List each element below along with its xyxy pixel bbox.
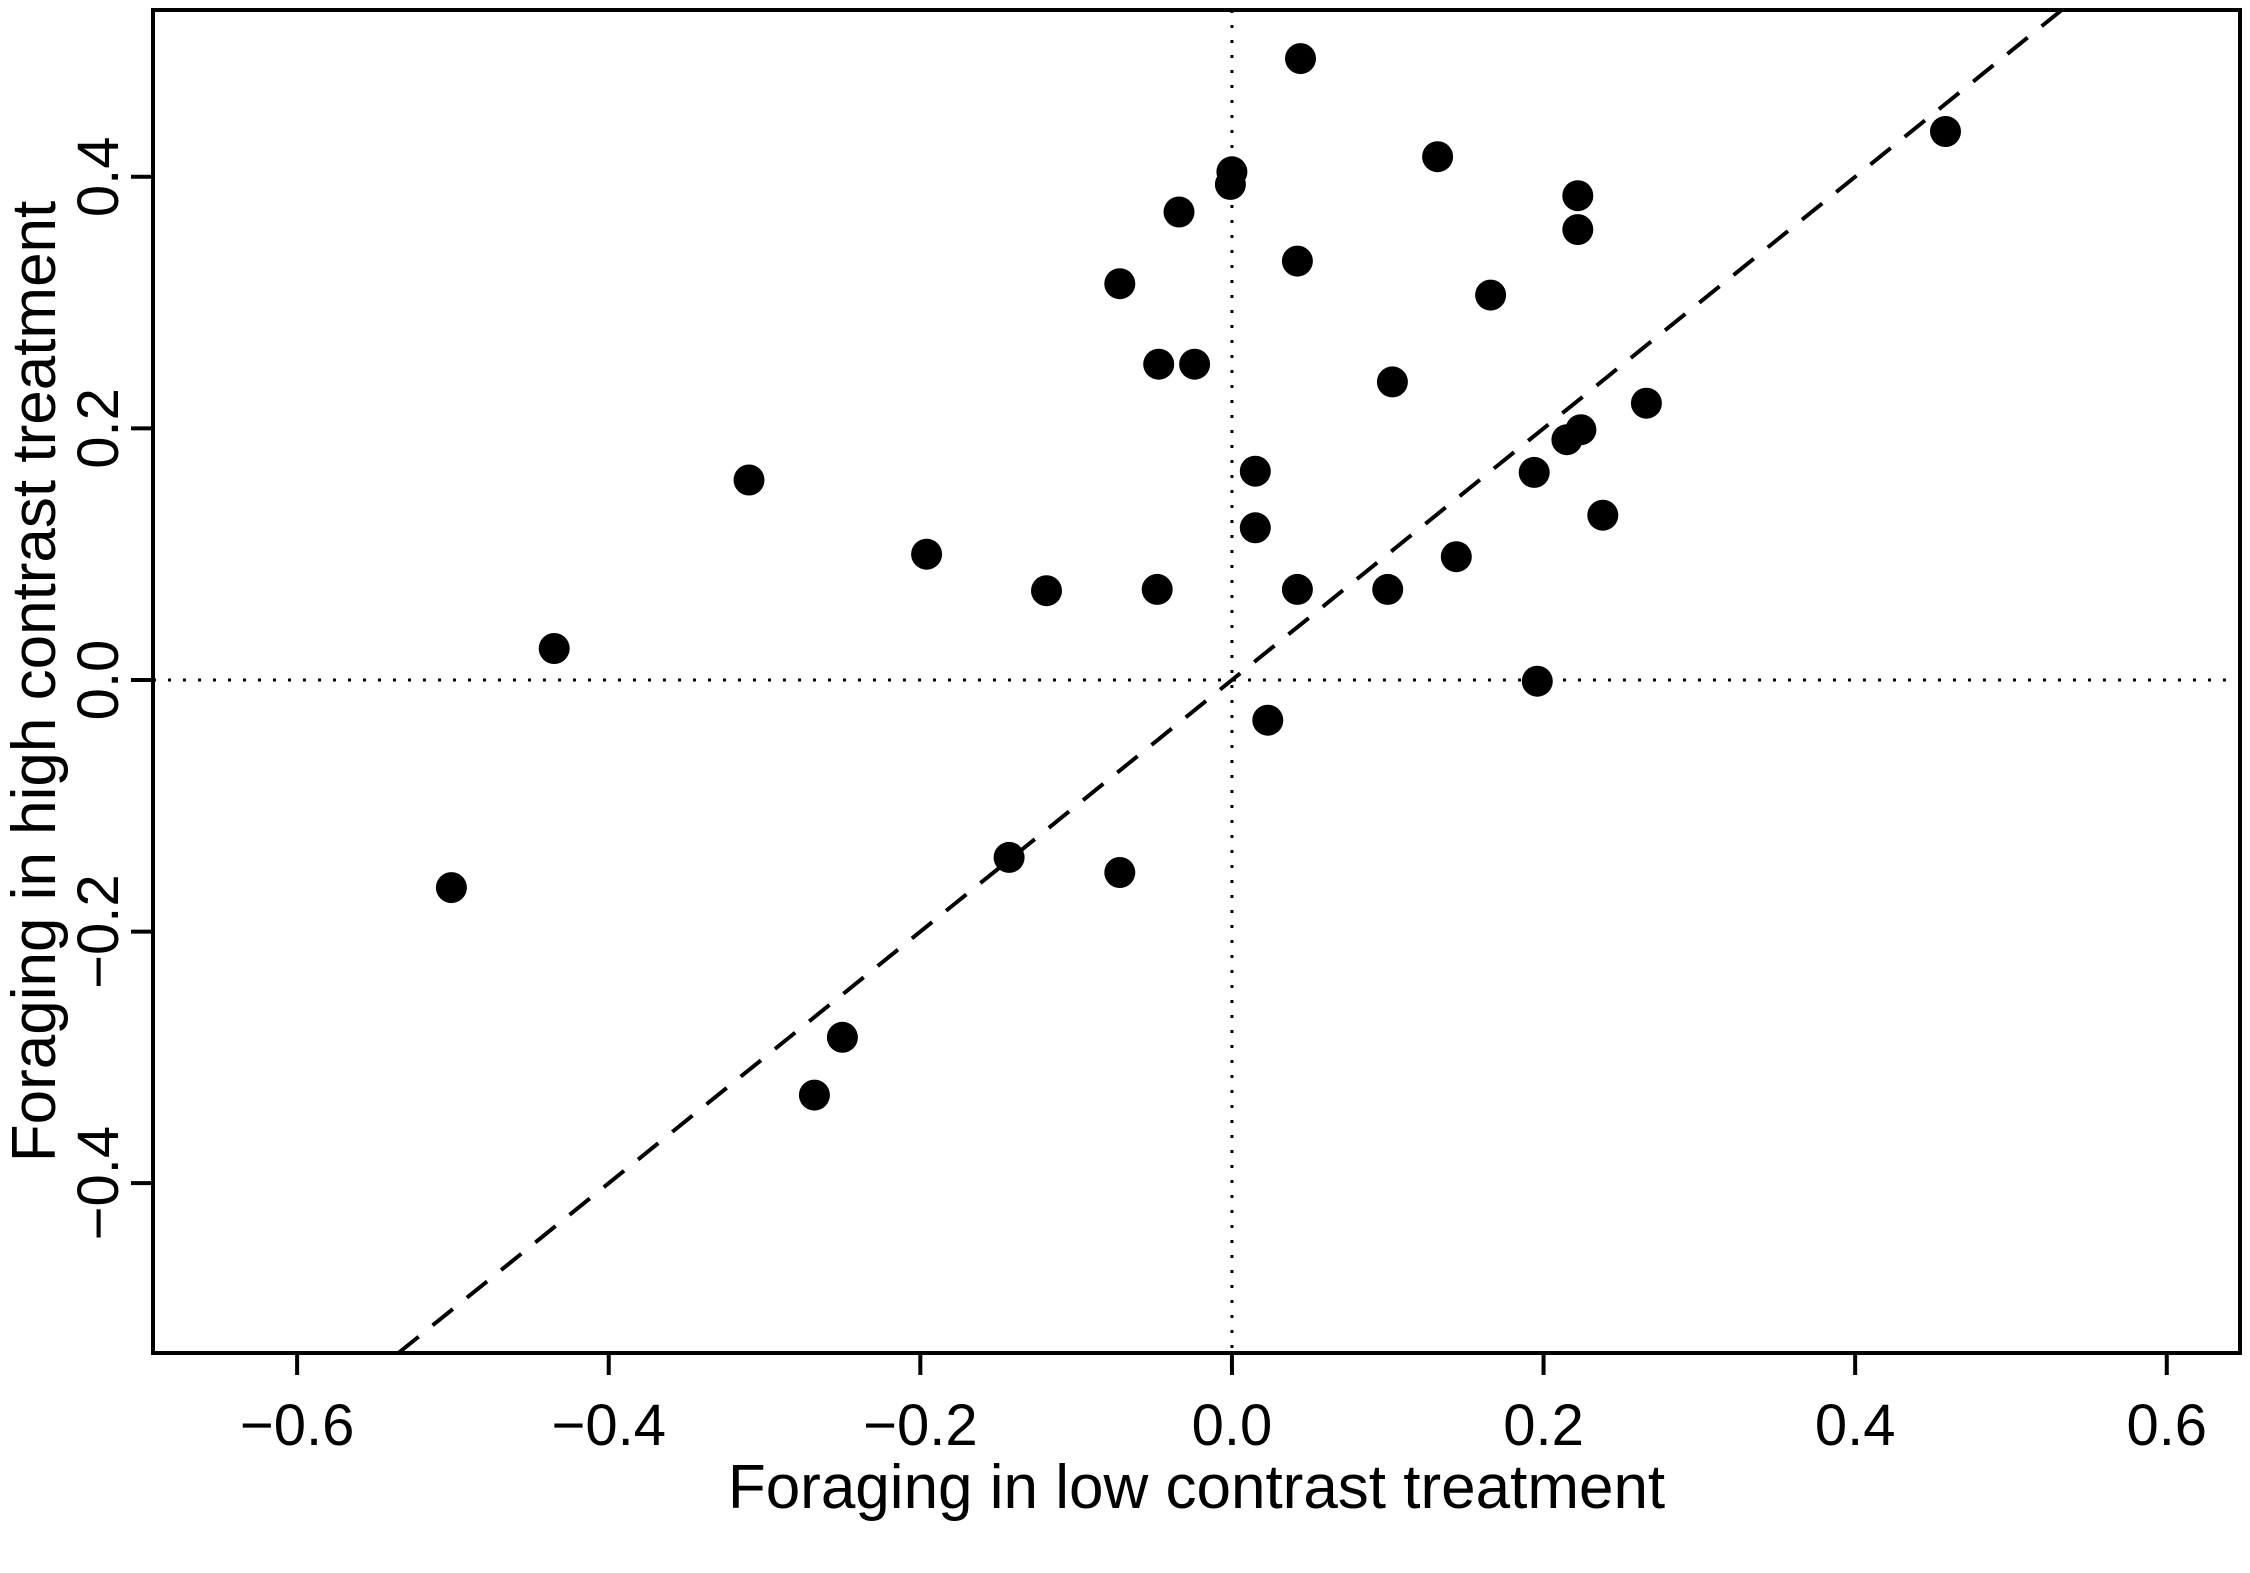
x-tick-label: 0.0 [1192,1393,1273,1458]
reference-lines [153,8,2240,1355]
y-tick-label: 0.0 [66,640,131,721]
data-point [538,633,570,664]
data-point [1239,512,1271,544]
data-point [1239,455,1271,487]
data-point [1285,43,1316,75]
data-point [1376,366,1408,398]
data-point [1562,180,1594,212]
data-point [1141,573,1173,605]
y-axis-ticks: −0.4 −0.2 0.0 0.2 0.4 [66,136,153,1240]
x-tick-label: −0.2 [863,1393,978,1458]
y-tick-label: −0.4 [66,1126,131,1241]
x-tick-label: 0.6 [2126,1393,2207,1458]
data-point [1372,573,1404,605]
data-point [1214,168,1246,200]
data-point [1252,704,1284,736]
x-tick-label: −0.6 [240,1393,355,1458]
x-tick-label: 0.2 [1503,1393,1584,1458]
data-point [1565,414,1597,446]
x-axis-ticks: −0.6 −0.4 −0.2 0.0 0.2 0.4 0.6 [240,1353,2207,1458]
data-point [435,872,467,904]
data-points-layer [435,43,1961,1111]
y-tick-label: −0.2 [66,874,131,989]
y-tick-label: 0.2 [66,388,131,469]
y-axis-label: Foraging in high contrast treatment [0,201,69,1163]
data-point [733,464,765,496]
data-point [1104,268,1136,300]
data-point [911,538,943,570]
data-point [826,1021,858,1053]
data-point [1422,141,1454,173]
data-point [1143,348,1175,380]
data-point [1031,575,1062,607]
x-tick-label: 0.4 [1815,1393,1896,1458]
data-point [1587,499,1619,531]
data-point [798,1079,830,1111]
data-point [1475,279,1507,311]
data-point [993,841,1025,873]
data-point [1930,116,1961,147]
data-point [1179,348,1211,380]
data-point [1630,387,1662,419]
data-point [1281,245,1313,277]
data-point [1281,573,1313,605]
data-point [1163,196,1195,228]
x-axis-label: Foraging in low contrast treatment [728,1453,1665,1522]
y-tick-label: 0.4 [66,136,131,217]
data-point [1521,665,1553,697]
data-point [1562,214,1594,246]
x-tick-label: −0.4 [551,1393,666,1458]
data-point [1518,456,1550,488]
identity-line [397,8,2064,1355]
data-point [1440,541,1472,573]
data-point [1104,857,1136,888]
